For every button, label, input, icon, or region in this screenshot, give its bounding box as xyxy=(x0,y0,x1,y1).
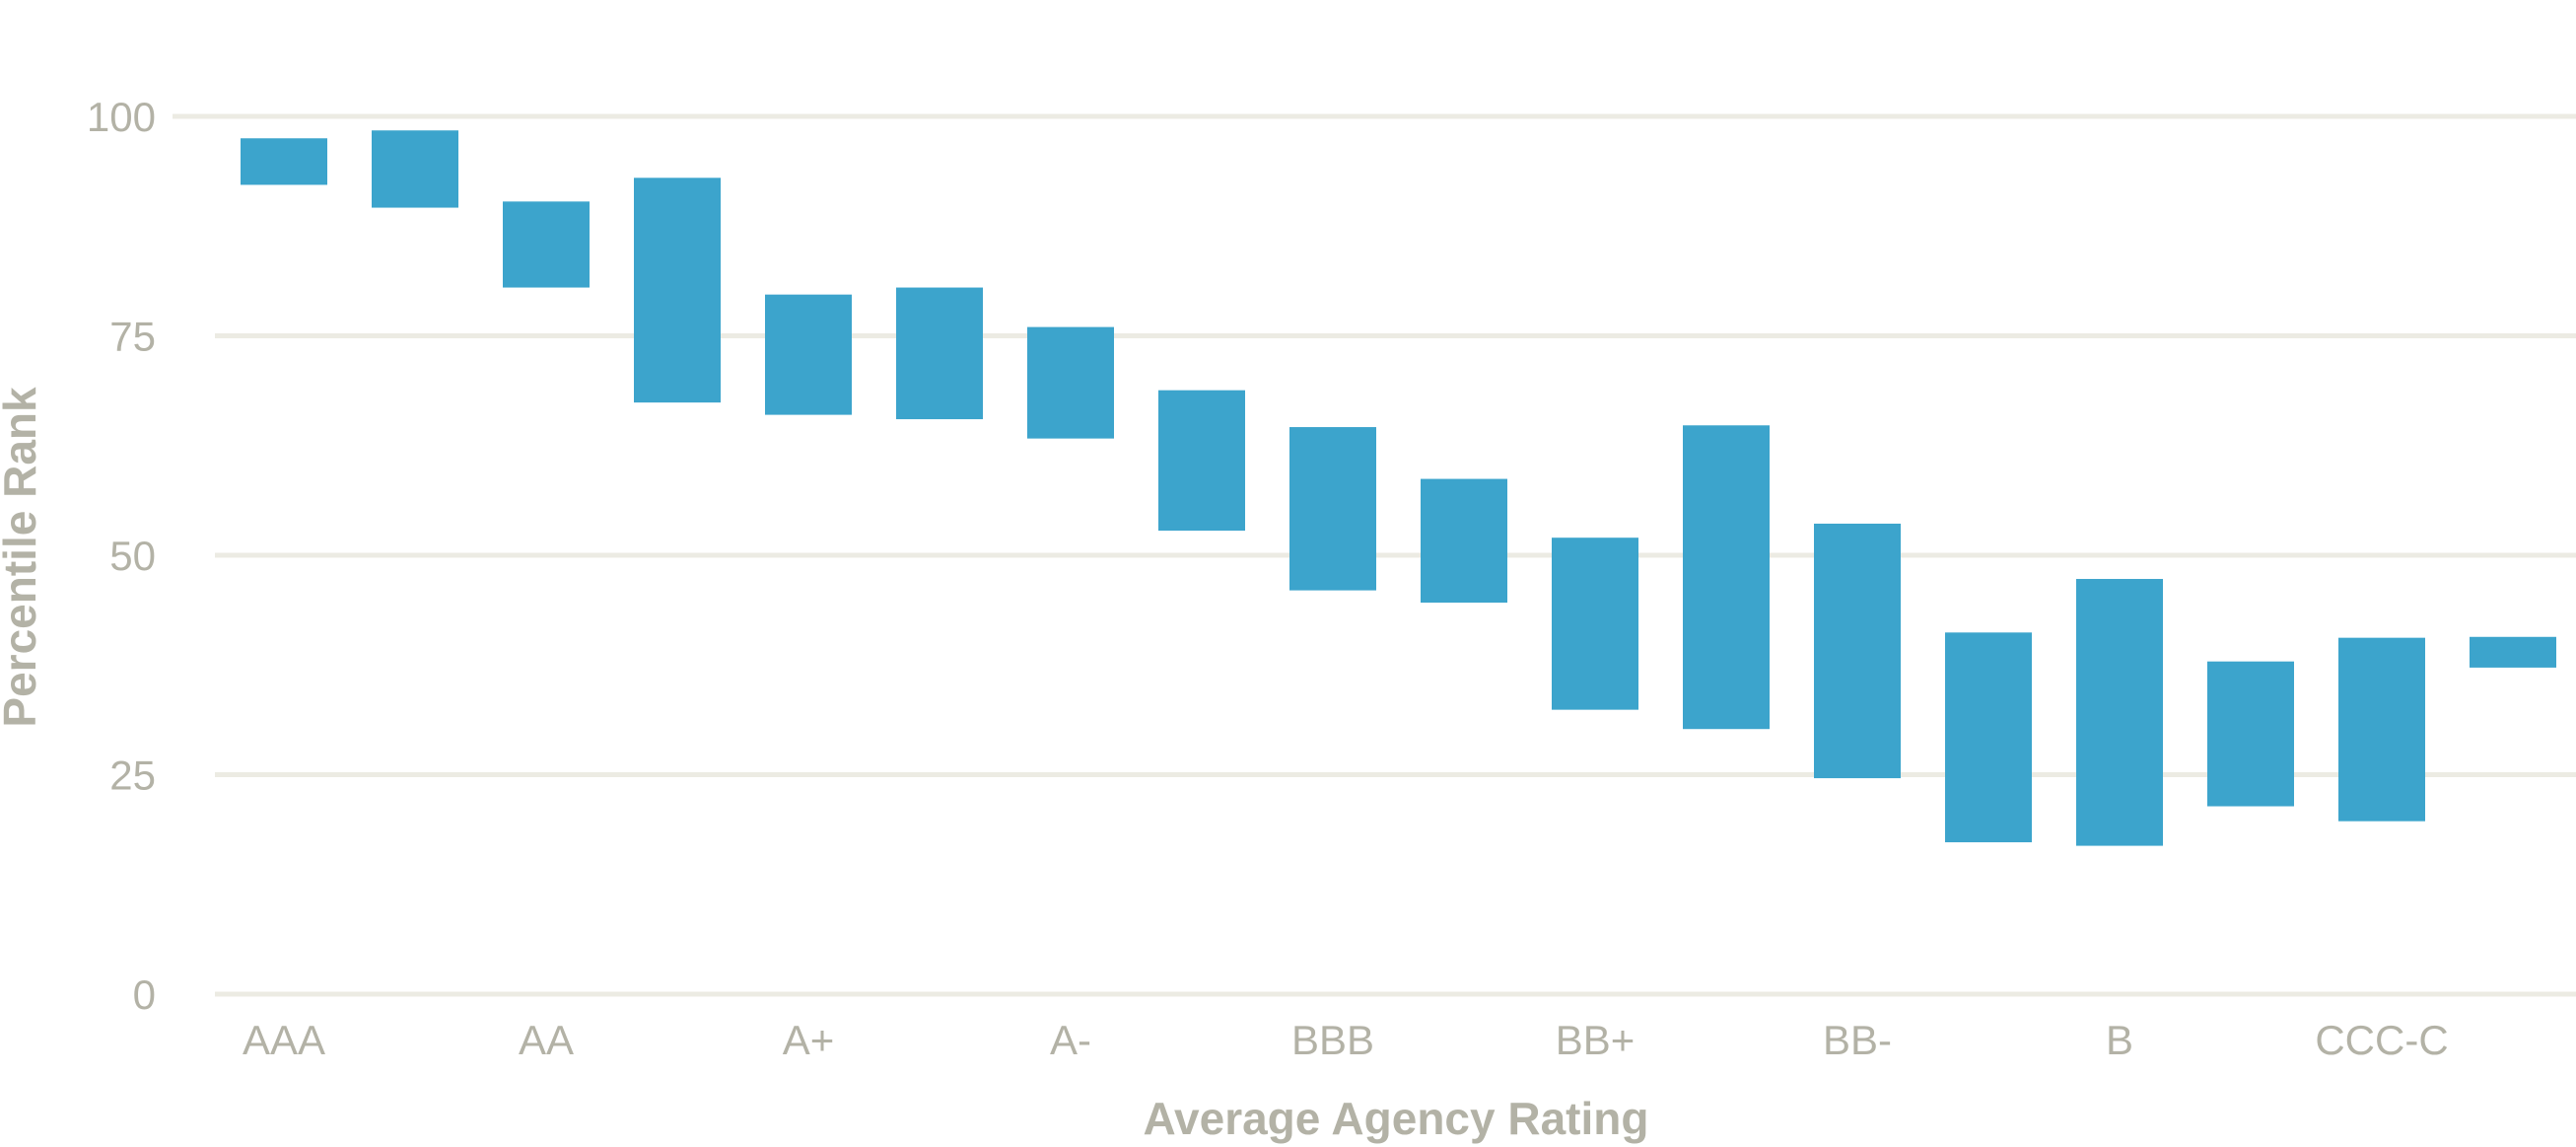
range-bar-bb xyxy=(1683,425,1770,730)
y-tick-label: 75 xyxy=(109,314,156,360)
y-tick-label: 100 xyxy=(87,94,156,140)
range-bar-b-plus xyxy=(1945,632,2032,843)
range-bar-bb-minus xyxy=(1814,523,1901,779)
range-bar-a-plus xyxy=(765,294,852,415)
range-bars xyxy=(241,130,2556,846)
range-bar-aa-minus xyxy=(634,178,721,403)
x-tick-label: B xyxy=(2106,1017,2133,1063)
y-axis-title: Percentile Rank xyxy=(0,387,45,728)
range-bar-a xyxy=(896,287,983,420)
x-tick-label: CCC-C xyxy=(2315,1017,2448,1063)
x-tick-label: AA xyxy=(519,1017,574,1063)
x-tick-labels: AAA AA A+ A- BBB BB+ BB- B CCC-C xyxy=(243,1017,2449,1063)
range-bar-bbb-plus xyxy=(1158,390,1245,532)
y-tick-labels: 0 25 50 75 100 xyxy=(87,94,156,1018)
y-tick-label: 50 xyxy=(109,533,156,579)
range-bar-bbb xyxy=(1289,427,1376,591)
x-axis-title: Average Agency Rating xyxy=(1144,1093,1649,1144)
y-tick-label: 25 xyxy=(109,753,156,799)
range-bar-b-minus xyxy=(2207,661,2294,807)
y-tick-label: 0 xyxy=(133,971,156,1018)
x-tick-label: BB+ xyxy=(1556,1017,1636,1063)
range-bar-aa xyxy=(503,201,590,288)
range-bar-aaa xyxy=(241,138,327,185)
x-tick-label: A+ xyxy=(783,1017,835,1063)
x-tick-label: BBB xyxy=(1291,1017,1374,1063)
range-bar-bbb-minus xyxy=(1421,478,1507,604)
range-bar-a-minus xyxy=(1027,326,1114,439)
range-bar-d xyxy=(2470,636,2556,668)
range-bar-bb-plus xyxy=(1552,538,1638,710)
x-tick-label: A- xyxy=(1050,1017,1091,1063)
range-bar-aa-plus xyxy=(372,130,458,208)
range-bar-ccc-c xyxy=(2338,637,2425,822)
x-tick-label: BB- xyxy=(1823,1017,1892,1063)
range-bar-b xyxy=(2076,579,2163,846)
gridlines xyxy=(173,113,2576,997)
x-tick-label: AAA xyxy=(243,1017,325,1063)
